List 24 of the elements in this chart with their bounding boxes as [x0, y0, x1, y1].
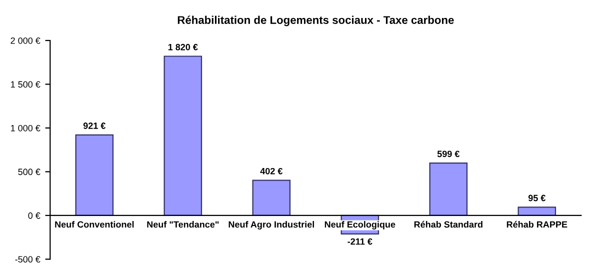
data-label: 402 €: [260, 168, 283, 174]
data-label: 95 €: [528, 194, 546, 202]
bar: [164, 56, 202, 216]
x-tick-label: Réhab Standard: [414, 220, 482, 228]
y-tick-label: 500 €: [18, 168, 40, 176]
x-tick-label: Neuf Conventionel: [55, 221, 134, 228]
data-label: 1 820 €: [168, 44, 198, 50]
y-tick-label: 0 €: [28, 212, 40, 219]
y-tick-label: 2 000 €: [10, 37, 40, 44]
y-tick-label: 1 500 €: [11, 81, 40, 88]
x-tick-label: Neuf "Tendance": [147, 221, 219, 228]
data-label: 921 €: [83, 122, 106, 129]
y-tick-label: 1 000 €: [11, 124, 40, 132]
x-tick-label: Réhab RAPPE: [506, 220, 568, 228]
bar: [252, 180, 291, 216]
data-label: 599 €: [437, 150, 460, 158]
bar: [75, 134, 114, 216]
bar: [518, 206, 556, 216]
bar: [429, 162, 468, 216]
x-tick-label: Neuf Ecologique: [324, 221, 396, 230]
y-tick-label: -500 €: [15, 256, 40, 263]
data-label: -211 €: [348, 238, 372, 245]
x-tick-label: Neuf Agro Industriel: [228, 221, 314, 230]
chart-title: Réhabilitation de Logements sociaux - Taxe carbone: [178, 16, 454, 26]
